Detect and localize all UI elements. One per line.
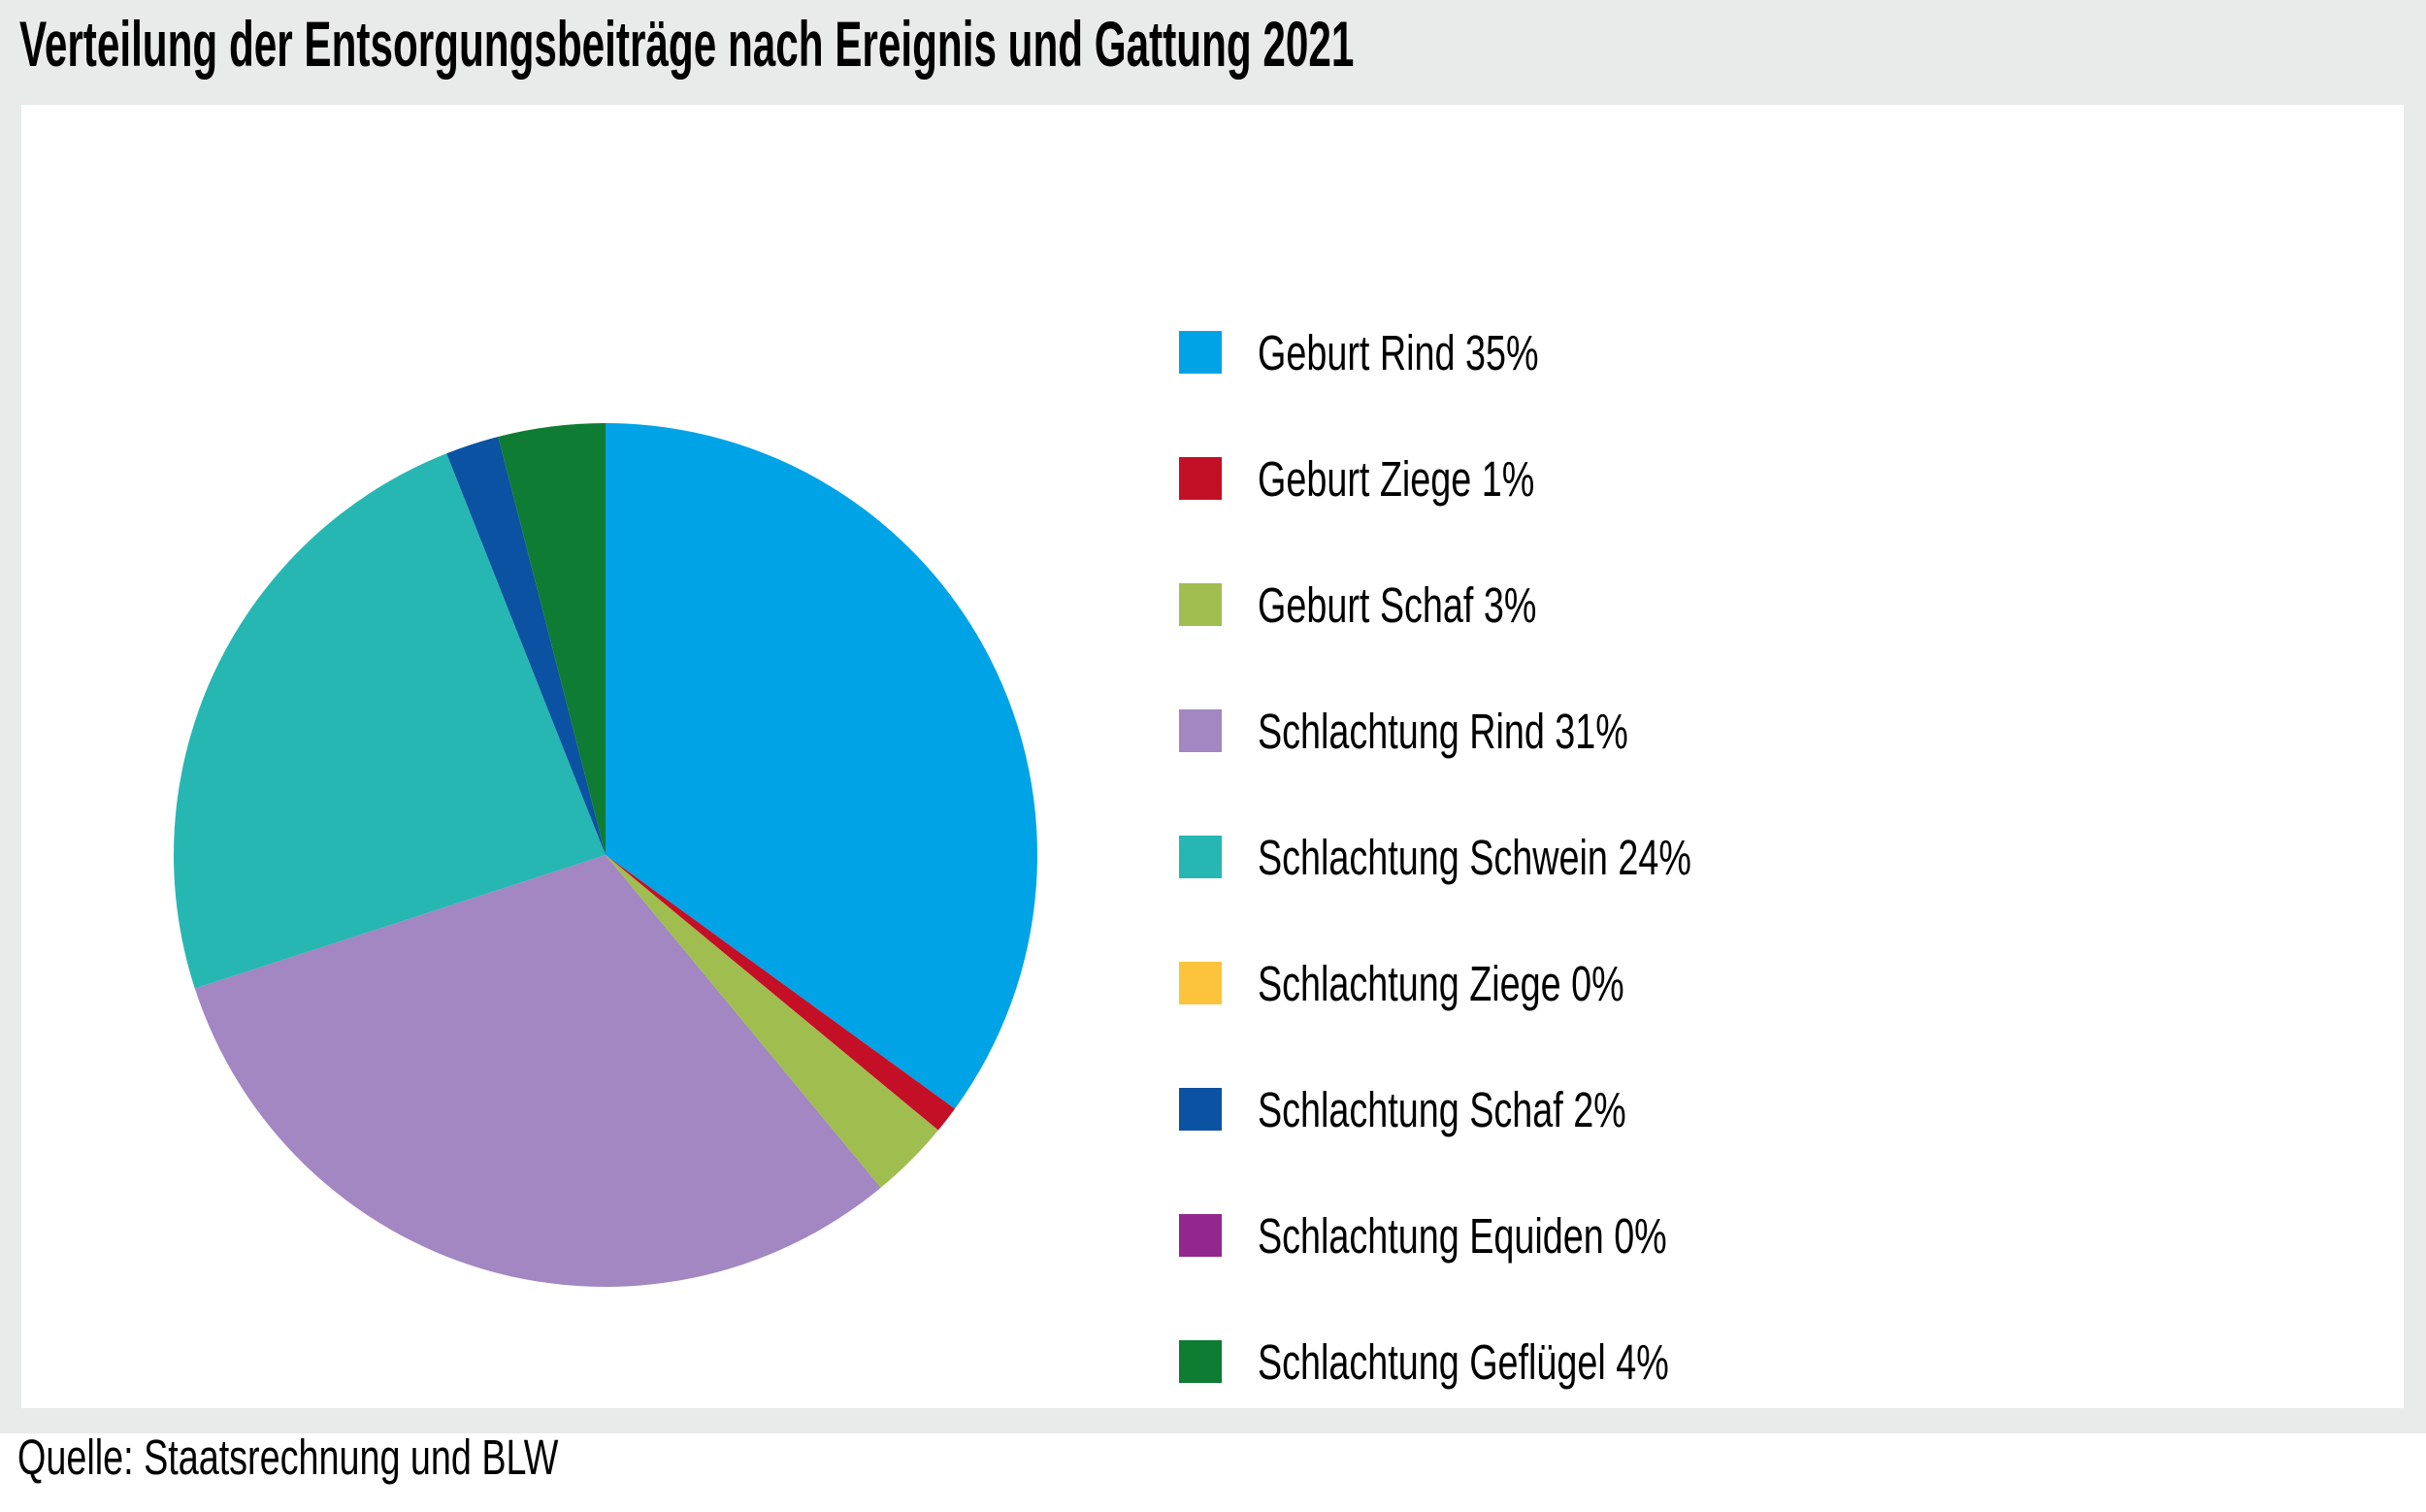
legend-label-schlachtung-schaf: Schlachtung Schaf 2% [1258, 1081, 1626, 1137]
legend-item-schlachtung-schwein: Schlachtung Schwein 24% [1179, 833, 1844, 882]
pie-slice-geburt-rind [606, 423, 1037, 1109]
legend-swatch-schlachtung-schaf [1179, 1088, 1222, 1131]
chart-background-band: Verteilung der Entsorgungsbeiträge nach … [0, 0, 2426, 1433]
legend-swatch-schlachtung-ziege [1179, 962, 1222, 1004]
legend: Geburt Rind 35% Geburt Ziege 1% Geburt Sch… [1179, 328, 1844, 1466]
pie-slice-schlachtung-schwein [174, 453, 606, 989]
legend-swatch-schlachtung-schwein [1179, 836, 1222, 878]
source-caption: Quelle: Staatsrechnung und BLW [17, 1430, 559, 1485]
pie-slice-geburt-ziege [606, 855, 956, 1131]
legend-swatch-schlachtung-rind [1179, 709, 1222, 752]
legend-swatch-schlachtung-gefl-gel [1179, 1340, 1222, 1383]
legend-item-geburt-ziege: Geburt Ziege 1% [1179, 454, 1844, 504]
legend-label-geburt-schaf: Geburt Schaf 3% [1258, 576, 1537, 633]
legend-label-geburt-rind: Geburt Rind 35% [1258, 324, 1539, 380]
legend-item-schlachtung-schaf: Schlachtung Schaf 2% [1179, 1081, 1844, 1137]
chart-title: Verteilung der Entsorgungsbeiträge nach … [19, 8, 1355, 80]
pie-chart-container [174, 423, 1037, 1287]
legend-swatch-geburt-ziege [1179, 457, 1222, 500]
legend-swatch-geburt-rind [1179, 331, 1222, 374]
legend-label-schlachtung-ziege: Schlachtung Ziege 0% [1258, 955, 1624, 1011]
legend-item-schlachtung-equiden: Schlachtung Equiden 0% [1179, 1211, 1844, 1261]
legend-label-schlachtung-rind: Schlachtung Rind 31% [1258, 703, 1628, 759]
legend-swatch-geburt-schaf [1179, 583, 1222, 626]
pie-slice-schlachtung-schaf [446, 436, 606, 855]
legend-item-schlachtung-ziege: Schlachtung Ziege 0% [1179, 959, 1844, 1008]
pie-slice-geburt-schaf [606, 855, 938, 1188]
legend-item-schlachtung-gefl-gel: Schlachtung Geflügel 4% [1179, 1337, 1844, 1387]
legend-label-schlachtung-gefl-gel: Schlachtung Geflügel 4% [1258, 1333, 1669, 1390]
legend-label-schlachtung-equiden: Schlachtung Equiden 0% [1258, 1207, 1667, 1264]
legend-item-geburt-schaf: Geburt Schaf 3% [1179, 580, 1844, 630]
chart-panel: Geburt Rind 35% Geburt Ziege 1% Geburt Sch… [21, 105, 2404, 1408]
legend-swatch-schlachtung-equiden [1179, 1214, 1222, 1257]
legend-label-schlachtung-schwein: Schlachtung Schwein 24% [1258, 829, 1691, 885]
pie-slice-schlachtung-rind [194, 855, 881, 1287]
legend-label-geburt-ziege: Geburt Ziege 1% [1258, 450, 1535, 507]
legend-item-schlachtung-rind: Schlachtung Rind 31% [1179, 707, 1844, 756]
pie-chart [174, 423, 1037, 1287]
legend-item-geburt-rind: Geburt Rind 35% [1179, 328, 1844, 378]
pie-slice-schlachtung-gefl-gel [498, 423, 606, 855]
